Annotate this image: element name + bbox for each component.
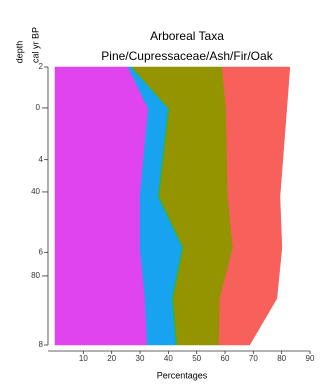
x-tick-label: 30	[136, 354, 145, 363]
y-tick-label: 8	[39, 340, 44, 349]
x-tick-label: 20	[107, 354, 116, 363]
x-axis-title: Percentages	[157, 370, 208, 380]
x-tick-label: 10	[79, 354, 88, 363]
x-tick-label: 80	[277, 354, 286, 363]
y-axis-title: depth	[14, 41, 24, 64]
x-tick-label: 50	[192, 354, 201, 363]
chart-subtitle: Pine/Cupressaceae/Ash/Fir/Oak	[101, 49, 273, 63]
chart-title: Arboreal Taxa	[150, 29, 224, 43]
y-tick-label: 4	[39, 155, 44, 164]
y2-tick-label: 40	[31, 187, 40, 196]
y2-tick-label: 0	[36, 103, 41, 112]
x-tick-label: 70	[249, 354, 258, 363]
area-band	[54, 66, 149, 346]
y2-axis-title: cal yr BP	[30, 27, 40, 63]
y-tick-label: 6	[39, 247, 44, 256]
x-tick-label: 90	[306, 354, 315, 363]
y-tick-label: 2	[39, 62, 44, 71]
y2-tick-label: 80	[31, 271, 40, 280]
x-tick-label: 60	[221, 354, 230, 363]
x-tick-label: 40	[164, 354, 173, 363]
area-band	[218, 66, 291, 346]
